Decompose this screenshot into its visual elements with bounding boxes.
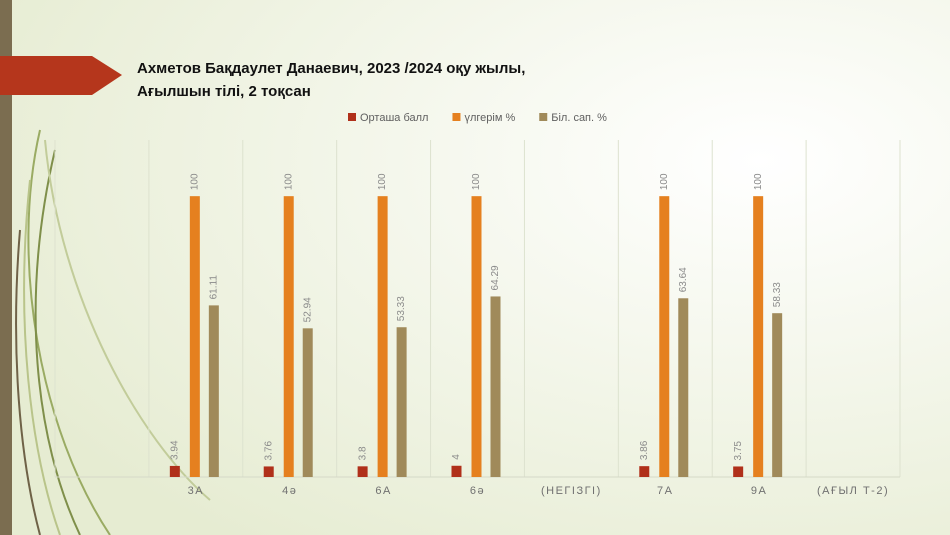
bar [733,466,744,477]
bar [189,196,200,477]
legend-swatch [348,113,356,121]
x-tick-label: (НЕГІЗГІ) [541,485,602,497]
data-label: 3.75 [733,441,744,461]
data-label: 3.8 [357,446,368,460]
header-arrow [0,56,122,95]
x-tick-label: (АҒЫЛ Т-2) [817,485,889,497]
bar [283,196,294,477]
data-label: 3.76 [263,441,274,461]
legend-swatch [452,113,461,121]
bar [678,298,689,477]
data-label: 100 [189,173,200,190]
x-tick-label: 4ә [282,485,297,497]
bar [639,466,650,477]
bar [659,196,670,477]
bar [208,305,219,477]
data-label: 61.11 [208,275,219,300]
bar [357,466,368,477]
bar [263,466,274,477]
bar [772,313,783,477]
side-bar [0,0,12,535]
data-label: 100 [659,173,670,190]
chart-title: Ахметов Бақдаулет Данаевич, 2023 /2024 о… [137,60,525,77]
data-label: 53.33 [396,296,407,321]
data-label: 64.29 [490,265,501,290]
data-label: 3.94 [169,440,180,460]
x-tick-label: 6А [375,485,391,497]
data-label: 100 [377,173,388,190]
data-label: 100 [753,173,764,190]
data-label: 58.33 [772,282,783,307]
legend-label: Біл. сап. % [551,112,607,124]
bar [396,327,407,477]
x-tick-label: 3А [188,485,204,497]
data-label: 63.64 [678,267,689,292]
legend-label: Орташа балл [360,112,428,124]
data-label: 52.94 [302,297,313,322]
data-label: 3.86 [639,440,650,460]
data-label: 100 [471,173,482,190]
x-tick-label: 7А [657,485,673,497]
bar [377,196,388,477]
data-label: 100 [283,173,294,190]
x-tick-label: 9А [751,485,767,497]
chart-title: Ағылшын тілі, 2 тоқсан [137,83,311,100]
bar [169,465,180,477]
bar [753,196,764,477]
data-label: 4 [451,454,462,460]
legend-label: үлгерім % [464,112,515,124]
legend-swatch [539,113,548,121]
bar [451,465,462,477]
bar [302,328,313,477]
decoration [15,129,211,535]
bar [471,196,482,477]
bar [490,296,501,477]
x-tick-label: 6ә [470,485,485,497]
